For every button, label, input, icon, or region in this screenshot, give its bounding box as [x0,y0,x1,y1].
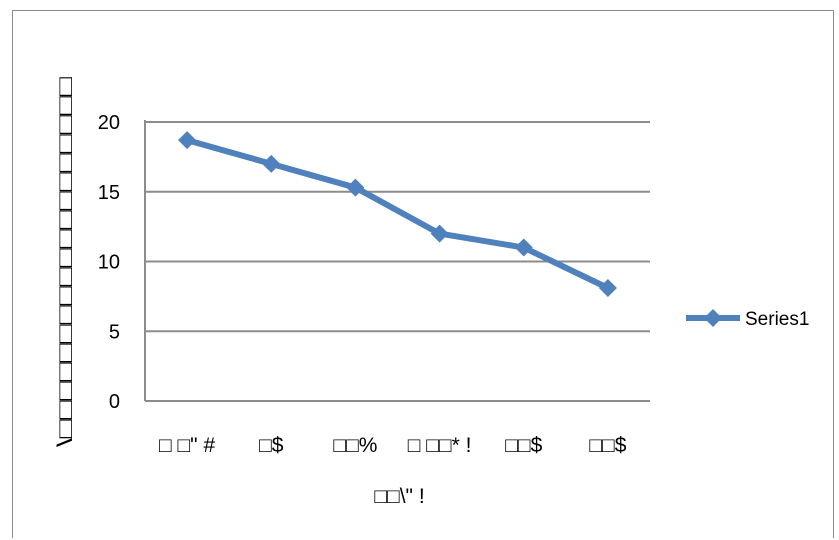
x-tick-label: □ □" # [159,434,215,457]
x-tick-labels: □ □" # □$ □□% □ □□* ! □□$ □□$ [159,434,627,457]
data-point [346,178,365,197]
legend: Series1 [686,309,809,330]
y-tick-label: 0 [109,391,120,413]
data-point [514,238,533,257]
x-tick-label: □□$ [505,434,542,457]
y-tick-label: 15 [98,182,120,204]
series-line [186,137,610,291]
data-point [178,131,197,150]
x-tick-label: □□% [333,434,377,457]
legend-label: Series1 [745,309,809,330]
data-point [430,224,449,243]
data-point [598,279,617,298]
x-tick-label: □$ [259,434,284,457]
x-tick-label: □ □□* ! [408,434,472,457]
y-tick-label: 5 [109,321,120,343]
y-axis-title: \□□□□□□□□□□□□□□□□□□□ [54,77,77,447]
y-tick-label: 10 [98,252,120,274]
gridlines [145,121,650,333]
legend-marker [704,309,722,327]
x-axis-title: □□\" ! [374,485,424,508]
chart-frame [12,10,834,538]
y-tick-labels: 0 5 10 15 20 [98,112,120,413]
series-layer [178,131,617,298]
x-tick-label: □□$ [589,434,626,457]
data-point [262,154,281,173]
y-tick-label: 20 [98,112,120,134]
